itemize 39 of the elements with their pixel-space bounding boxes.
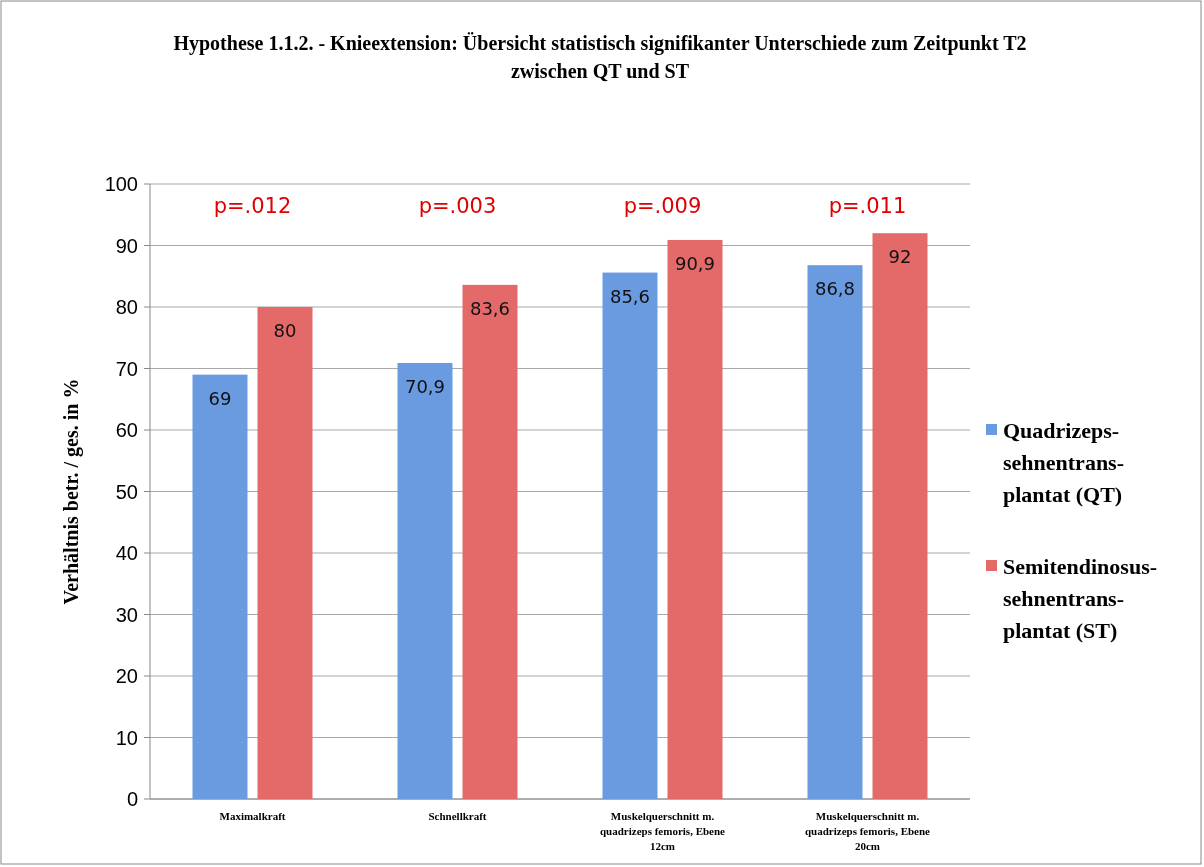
annotation: p=.011 — [828, 194, 907, 219]
bar — [257, 307, 313, 799]
y-tick-label: 80 — [115, 296, 138, 318]
x-tick-label: Muskelquerschnitt m. quadrizeps femoris, Ebene 12cm — [600, 810, 726, 852]
bar — [462, 284, 518, 799]
y-tick-label: 100 — [104, 173, 138, 195]
y-axis-title: Verhältnis betr. / ges. in % — [60, 378, 83, 605]
bar — [872, 233, 928, 799]
data-label: 92 — [888, 246, 912, 268]
bar — [667, 239, 723, 799]
annotation: p=.003 — [418, 194, 497, 219]
y-tick-label: 40 — [115, 542, 138, 564]
annotation: p=.009 — [623, 194, 702, 219]
data-label: 85,6 — [609, 285, 651, 307]
data-label: 69 — [208, 387, 232, 409]
y-tick-label: 20 — [115, 665, 138, 687]
data-label: 83,6 — [469, 297, 511, 319]
chart-title: Hypothese 1.1.2. - Knieextension: Übersicht statistisch signifikanter Unterschiede zum Zeitpunkt T2 zwischen QT und ST — [173, 32, 1027, 82]
y-tick-label: 90 — [115, 234, 138, 257]
legend-label: Quadrizeps-sehnentrans-plantat (QT) — [1003, 417, 1125, 507]
y-tick-label: 70 — [115, 357, 138, 380]
legend-label: Semitendinosus-sehnentrans-plantat (ST) — [1003, 553, 1158, 643]
data-label: 70,9 — [404, 375, 446, 397]
y-tick-label: 60 — [115, 419, 138, 441]
x-tick-label: Maximalkraft — [219, 810, 286, 822]
x-tick-label: Schnellkraft — [428, 810, 487, 822]
data-label: 90,9 — [674, 252, 716, 274]
data-label: 80 — [273, 320, 297, 341]
annotation: p=.012 — [213, 194, 292, 219]
y-tick-label: 0 — [126, 788, 138, 810]
bar — [602, 272, 658, 799]
bar — [192, 374, 248, 799]
data-label: 86,8 — [814, 278, 856, 300]
x-tick-label: Muskelquerschnitt m. quadrizeps femoris, Ebene 20cm — [805, 810, 931, 852]
y-tick-label: 10 — [115, 726, 138, 749]
y-tick-label: 50 — [115, 480, 138, 503]
bar — [397, 362, 453, 799]
bar — [807, 265, 863, 799]
y-tick-label: 30 — [115, 603, 138, 626]
